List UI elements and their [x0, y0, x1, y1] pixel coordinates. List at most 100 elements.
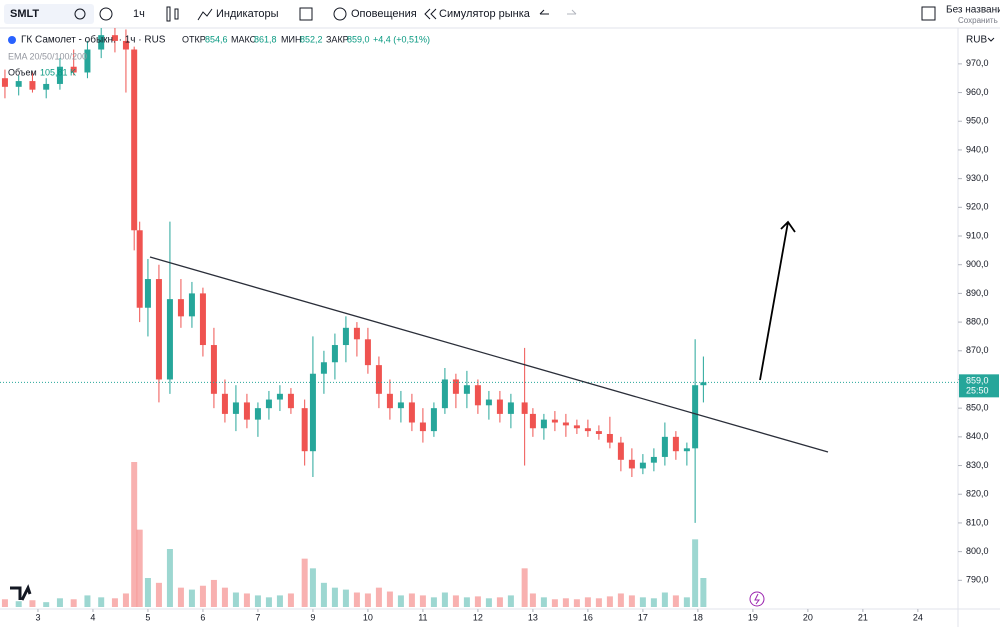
y-tick-label: 910,0	[966, 230, 989, 240]
volume-bar	[342, 589, 349, 607]
candle-body	[364, 339, 371, 366]
candle-body	[210, 345, 217, 394]
interval[interactable]: 1ч	[133, 8, 145, 20]
low-value: 852,2	[300, 34, 323, 44]
indicators[interactable]: Индикаторы	[216, 8, 279, 20]
volume-bar	[364, 593, 371, 607]
close-value: 859,0	[347, 34, 370, 44]
x-tick-label: 24	[913, 612, 923, 622]
candle-body	[136, 230, 143, 308]
y-tick-label: 930,0	[966, 173, 989, 183]
candle-body	[700, 382, 707, 386]
volume-bar	[136, 529, 143, 607]
symbol[interactable]: SMLT	[10, 8, 39, 20]
toolbar: SMLT 1ч Индикаторы Оповещения Симулятор …	[0, 4, 1000, 29]
layout-icon[interactable]	[921, 6, 936, 21]
candle-body	[98, 35, 105, 50]
candle-body	[155, 279, 162, 380]
x-tick-label: 7	[255, 612, 260, 622]
chart-type-icon[interactable]	[166, 6, 171, 22]
candle-body	[320, 362, 327, 374]
y-tick-label: 890,0	[966, 288, 989, 298]
candle-body	[287, 393, 294, 409]
save-button[interactable]: Сохранить	[958, 16, 998, 25]
volume-bar	[419, 595, 426, 607]
y-tick-label: 920,0	[966, 202, 989, 212]
candle-body	[84, 49, 91, 73]
candle-body	[243, 402, 250, 420]
high-label: МАКС	[231, 34, 257, 44]
currency-menu[interactable]	[987, 37, 995, 42]
candle-body	[562, 422, 569, 426]
symbol-search[interactable]	[4, 4, 94, 24]
candle-body	[265, 399, 272, 409]
volume-bar	[122, 593, 129, 607]
candle-body	[408, 402, 415, 423]
candle-body	[584, 428, 591, 432]
chart-type-icon[interactable]	[174, 8, 179, 20]
candle-body	[617, 442, 624, 460]
trend-line[interactable]	[149, 256, 829, 453]
candle-body	[188, 293, 195, 317]
candle-body	[254, 408, 261, 420]
x-tick-label: 13	[528, 612, 538, 622]
y-tick-label: 900,0	[966, 259, 989, 269]
currency[interactable]: RUB	[966, 35, 987, 46]
volume-bar	[551, 599, 558, 607]
volume-bar	[474, 596, 481, 607]
candle-body	[309, 373, 316, 452]
arrow[interactable]	[759, 220, 796, 381]
tv-logo	[10, 584, 32, 601]
ema-label[interactable]: EMA 20/50/100/200	[8, 51, 87, 61]
candle-body	[540, 419, 547, 429]
volume-bar	[144, 578, 151, 607]
x-tick-label: 10	[363, 612, 373, 622]
indicators-icon[interactable]	[197, 8, 213, 21]
undo-icon[interactable]	[539, 9, 549, 15]
candle-body	[683, 448, 690, 452]
watch-icon[interactable]	[74, 8, 86, 20]
layout-name[interactable]: Без названия	[946, 5, 1000, 16]
volume-bar	[661, 592, 668, 607]
candle-body	[452, 379, 459, 394]
alert-icon[interactable]	[333, 7, 347, 21]
replay[interactable]: Симулятор рынка	[439, 8, 531, 20]
x-tick-label: 19	[748, 612, 758, 622]
candle-body	[551, 419, 558, 423]
candle-body	[111, 35, 118, 41]
event-icon[interactable]	[749, 591, 765, 607]
candle-body	[43, 83, 50, 90]
compare-icon[interactable]	[99, 7, 113, 21]
volume-bar	[111, 598, 118, 607]
countdown: 25:50	[966, 386, 989, 396]
volume-bar	[70, 599, 77, 607]
volume-bar	[29, 600, 36, 607]
volume-bar	[617, 593, 624, 607]
volume-label[interactable]: Объем	[8, 67, 37, 77]
x-tick-label: 6	[200, 612, 205, 622]
volume-bar	[463, 597, 470, 607]
volume-bar	[485, 598, 492, 607]
candle-body	[144, 279, 151, 308]
candle-body	[529, 413, 536, 429]
alerts[interactable]: Оповещения	[351, 8, 417, 20]
volume-bar	[232, 592, 239, 607]
y-tick-label: 850,0	[966, 403, 989, 413]
templates-icon[interactable]	[299, 7, 313, 21]
replay-icon[interactable]	[424, 8, 437, 20]
volume-bar	[441, 592, 448, 607]
candle-body	[430, 408, 437, 432]
volume-bar	[452, 595, 459, 607]
candle-body	[419, 422, 426, 432]
y-tick-label: 950,0	[966, 116, 989, 126]
x-tick-label: 20	[803, 612, 813, 622]
y-tick-label: 870,0	[966, 345, 989, 355]
candle-body	[521, 402, 528, 414]
volume-bar	[595, 598, 602, 607]
candle-body	[177, 299, 184, 317]
candle-body	[70, 66, 77, 73]
candle-body	[595, 431, 602, 434]
x-tick-label: 12	[473, 612, 483, 622]
volume-bar	[131, 462, 138, 607]
redo-icon[interactable]	[567, 9, 577, 15]
